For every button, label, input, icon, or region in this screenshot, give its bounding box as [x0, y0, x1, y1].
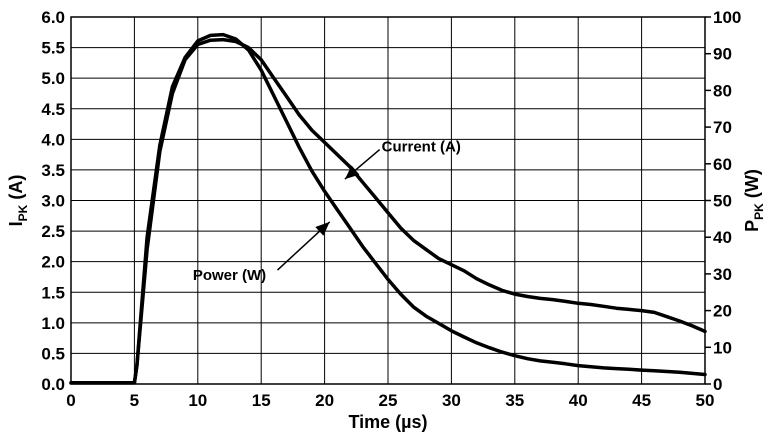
y-right-title-subscript: PK — [752, 203, 766, 220]
y-right-tick-label: 70 — [713, 118, 732, 137]
annotation-arrowhead — [315, 221, 330, 236]
y-right-axis-title: PPK (W) — [742, 169, 766, 232]
y-left-tick-label: 0.5 — [41, 344, 65, 363]
annotation-label: Power (W) — [193, 267, 266, 284]
y-right-tick-label: 30 — [713, 265, 732, 284]
x-tick-label: 30 — [442, 391, 461, 410]
y-right-tick-label: 80 — [713, 81, 732, 100]
x-tick-label: 25 — [379, 391, 398, 410]
annotation-label: Current (A) — [382, 139, 461, 156]
y-right-tick-label: 40 — [713, 228, 732, 247]
y-right-title-suffix: (W) — [742, 169, 762, 203]
x-tick-label: 40 — [569, 391, 588, 410]
y-left-tick-label: 4.5 — [41, 100, 65, 119]
series-line-power — [69, 32, 707, 385]
y-left-axis-ticks: 0.0 0.5 1.0 1.5 2.0 2.5 3.0 3.5 4.0 4.5 5.0 5.5 6.0 — [41, 8, 65, 394]
y-left-tick-label: 3.0 — [41, 192, 65, 211]
x-tick-label: 0 — [66, 391, 75, 410]
y-left-tick-label: 6.0 — [41, 8, 65, 27]
y-left-tick-label: 0.0 — [41, 375, 65, 394]
y-right-tick-label: 10 — [713, 338, 732, 357]
y-left-tick-label: 5.5 — [41, 39, 65, 58]
y-left-tick-label: 4.0 — [41, 130, 65, 149]
y-left-axis-title: IPK (A) — [6, 175, 30, 227]
y-right-tick-label: 100 — [713, 8, 741, 27]
y-right-title-main: P — [742, 220, 762, 232]
y-left-title-main: I — [6, 221, 26, 226]
y-left-tick-label: 3.5 — [41, 161, 65, 180]
x-tick-label: 20 — [315, 391, 334, 410]
annotations: Current (A) Power (W) — [193, 139, 461, 284]
y-left-title-suffix: (A) — [6, 175, 26, 205]
x-tick-label: 5 — [130, 391, 139, 410]
grid — [70, 16, 706, 385]
y-left-tick-label: 2.5 — [41, 222, 65, 241]
y-right-tick-label: 0 — [713, 375, 722, 394]
y-left-tick-label: 1.0 — [41, 314, 65, 333]
x-tick-label: 10 — [188, 391, 207, 410]
series-layer — [69, 32, 707, 385]
y-right-axis-ticks: 0 10 20 30 40 50 60 70 80 90 100 — [705, 8, 741, 394]
y-right-tick-label: 60 — [713, 155, 732, 174]
x-tick-label: 15 — [252, 391, 271, 410]
plot-frame — [70, 16, 706, 385]
x-axis-ticks: 0 5 10 15 20 25 30 35 40 45 50 — [66, 391, 714, 410]
series-line-current — [69, 37, 707, 385]
y-right-tick-label: 20 — [713, 302, 732, 321]
x-tick-label: 45 — [632, 391, 651, 410]
y-left-tick-label: 5.0 — [41, 69, 65, 88]
x-tick-label: 35 — [505, 391, 524, 410]
x-axis-title: Time (µs) — [348, 412, 427, 432]
y-right-tick-label: 50 — [713, 192, 732, 211]
y-right-tick-label: 90 — [713, 45, 732, 64]
annotation-arrowhead — [344, 165, 360, 180]
y-left-tick-label: 1.5 — [41, 283, 65, 302]
y-left-title-subscript: PK — [16, 204, 30, 221]
y-left-tick-label: 2.0 — [41, 253, 65, 272]
x-tick-label: 50 — [696, 391, 715, 410]
